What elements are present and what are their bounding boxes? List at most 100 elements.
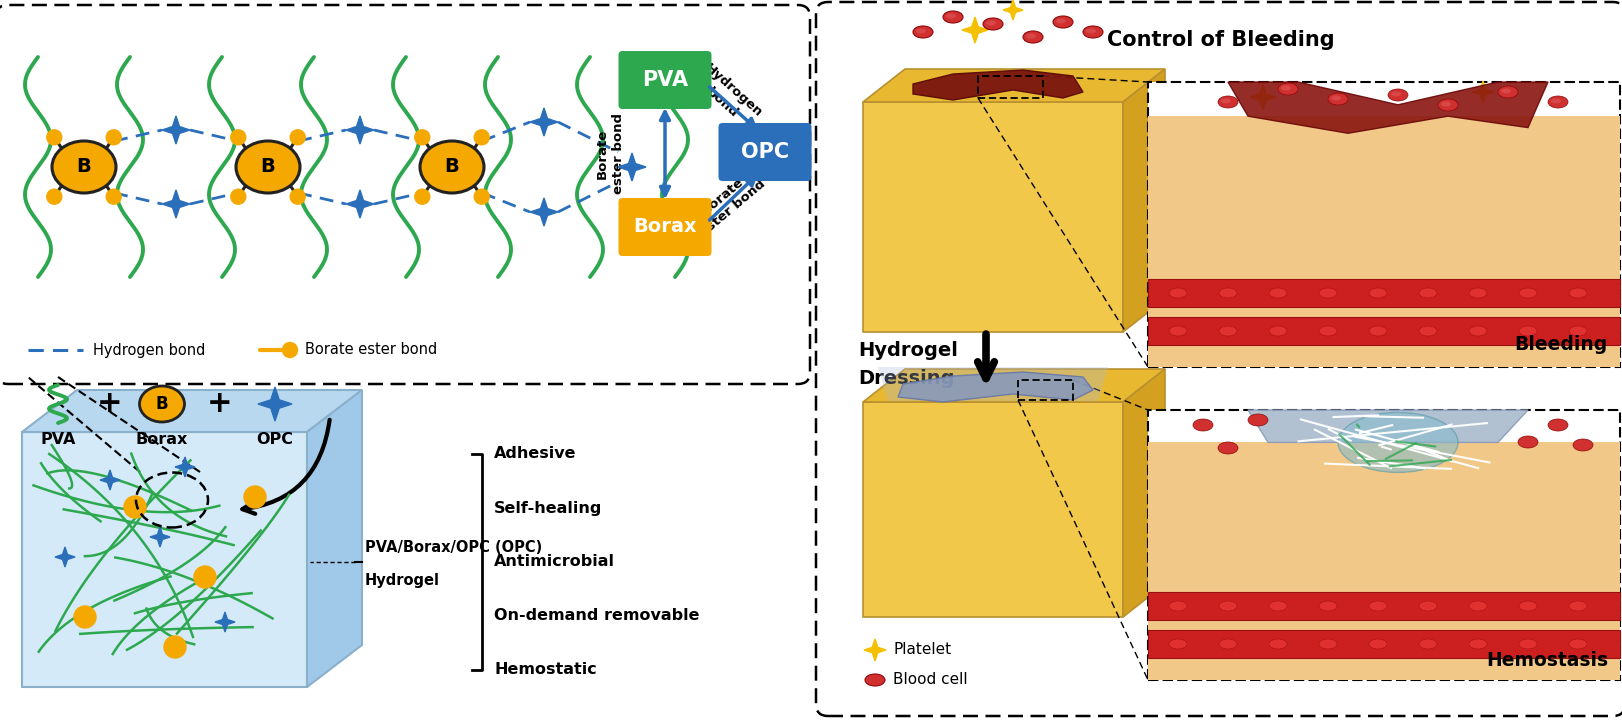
Ellipse shape <box>1388 89 1408 101</box>
Text: Hemostasis: Hemostasis <box>1486 651 1607 669</box>
Polygon shape <box>618 153 646 181</box>
Circle shape <box>164 636 187 658</box>
Ellipse shape <box>1470 326 1487 336</box>
Ellipse shape <box>1500 89 1512 94</box>
Polygon shape <box>878 367 1108 401</box>
Ellipse shape <box>1169 601 1187 611</box>
FancyBboxPatch shape <box>618 51 712 109</box>
Text: On-demand removable: On-demand removable <box>495 609 699 624</box>
Ellipse shape <box>1218 442 1238 454</box>
Polygon shape <box>530 108 558 136</box>
Ellipse shape <box>1023 31 1043 43</box>
FancyBboxPatch shape <box>0 5 809 384</box>
Bar <box>1148 592 1620 620</box>
Text: Adhesive: Adhesive <box>495 446 576 461</box>
Ellipse shape <box>1547 96 1568 108</box>
Ellipse shape <box>1440 102 1452 107</box>
Polygon shape <box>345 116 375 144</box>
Ellipse shape <box>865 674 886 686</box>
Ellipse shape <box>1169 639 1187 649</box>
Ellipse shape <box>1220 639 1238 649</box>
Circle shape <box>415 189 430 204</box>
Ellipse shape <box>1053 16 1074 28</box>
Ellipse shape <box>942 11 963 23</box>
Polygon shape <box>1247 410 1528 443</box>
Ellipse shape <box>1268 326 1286 336</box>
Ellipse shape <box>1392 92 1401 97</box>
Circle shape <box>282 342 297 357</box>
Ellipse shape <box>1220 326 1238 336</box>
Circle shape <box>105 189 122 204</box>
Ellipse shape <box>52 141 117 193</box>
Circle shape <box>75 606 96 628</box>
Polygon shape <box>1228 82 1547 134</box>
Ellipse shape <box>1568 288 1586 298</box>
Circle shape <box>474 189 490 204</box>
Ellipse shape <box>1027 33 1036 38</box>
Ellipse shape <box>1568 639 1586 649</box>
Polygon shape <box>865 639 886 661</box>
Polygon shape <box>258 387 292 421</box>
Ellipse shape <box>1369 288 1387 298</box>
Text: Dressing: Dressing <box>858 368 954 388</box>
Polygon shape <box>307 390 362 687</box>
Text: Blood cell: Blood cell <box>894 672 968 687</box>
Ellipse shape <box>1083 26 1103 38</box>
Circle shape <box>290 189 305 204</box>
Text: Control of Bleeding: Control of Bleeding <box>1106 30 1335 50</box>
Ellipse shape <box>1573 439 1593 451</box>
Ellipse shape <box>1369 326 1387 336</box>
Bar <box>1148 630 1620 658</box>
Polygon shape <box>175 457 195 477</box>
Ellipse shape <box>1419 639 1437 649</box>
Polygon shape <box>863 369 1165 402</box>
Ellipse shape <box>139 386 185 422</box>
Ellipse shape <box>1268 601 1286 611</box>
Bar <box>1148 279 1620 307</box>
Text: Hydrogen bond: Hydrogen bond <box>92 342 206 357</box>
Ellipse shape <box>235 141 300 193</box>
Polygon shape <box>216 612 235 632</box>
Circle shape <box>195 566 216 588</box>
Text: +: + <box>208 389 234 419</box>
Ellipse shape <box>1568 326 1586 336</box>
Ellipse shape <box>1268 639 1286 649</box>
Ellipse shape <box>1220 601 1238 611</box>
Text: Borate ester bond: Borate ester bond <box>305 342 438 357</box>
Ellipse shape <box>1169 326 1187 336</box>
Text: Borax: Borax <box>136 432 188 446</box>
Polygon shape <box>530 198 558 226</box>
Text: PVA: PVA <box>41 432 76 446</box>
Text: Platelet: Platelet <box>894 643 950 658</box>
Bar <box>1148 410 1620 680</box>
Polygon shape <box>863 102 1122 332</box>
Ellipse shape <box>1194 419 1213 431</box>
FancyBboxPatch shape <box>719 123 811 181</box>
Bar <box>1148 317 1620 345</box>
Ellipse shape <box>1470 639 1487 649</box>
Circle shape <box>415 130 430 145</box>
Ellipse shape <box>1319 288 1337 298</box>
Ellipse shape <box>1319 601 1337 611</box>
Polygon shape <box>1251 84 1277 110</box>
Ellipse shape <box>1087 28 1096 33</box>
Polygon shape <box>162 116 190 144</box>
Text: Hydrogen
bond: Hydrogen bond <box>691 62 766 132</box>
Ellipse shape <box>1369 639 1387 649</box>
Text: Hydrogel: Hydrogel <box>858 341 959 360</box>
Polygon shape <box>101 470 120 490</box>
Polygon shape <box>1122 69 1165 332</box>
Ellipse shape <box>1518 326 1538 336</box>
Ellipse shape <box>1319 326 1337 336</box>
Ellipse shape <box>1169 288 1187 298</box>
Text: Antimicrobial: Antimicrobial <box>495 554 615 570</box>
Text: B: B <box>156 395 169 413</box>
Polygon shape <box>1002 0 1023 20</box>
Polygon shape <box>345 190 375 218</box>
Ellipse shape <box>1439 99 1458 111</box>
Text: OPC: OPC <box>741 142 788 162</box>
Polygon shape <box>55 547 75 567</box>
Circle shape <box>47 189 62 204</box>
Ellipse shape <box>913 26 933 38</box>
Ellipse shape <box>1319 639 1337 649</box>
